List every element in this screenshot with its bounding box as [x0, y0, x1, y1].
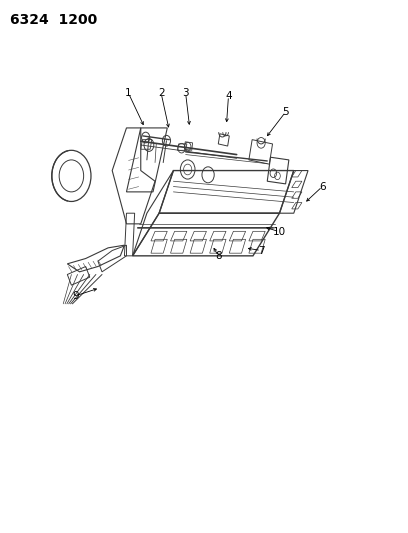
Text: 9: 9	[72, 291, 79, 301]
Text: 4: 4	[225, 91, 232, 101]
Text: 5: 5	[282, 107, 289, 117]
Text: 2: 2	[158, 88, 164, 98]
Text: 10: 10	[273, 227, 286, 237]
Text: 8: 8	[215, 251, 222, 261]
Text: 7: 7	[258, 246, 264, 255]
Text: 6324  1200: 6324 1200	[10, 13, 98, 27]
Text: 6: 6	[319, 182, 326, 191]
Text: 3: 3	[182, 88, 189, 98]
Text: 1: 1	[125, 88, 132, 98]
